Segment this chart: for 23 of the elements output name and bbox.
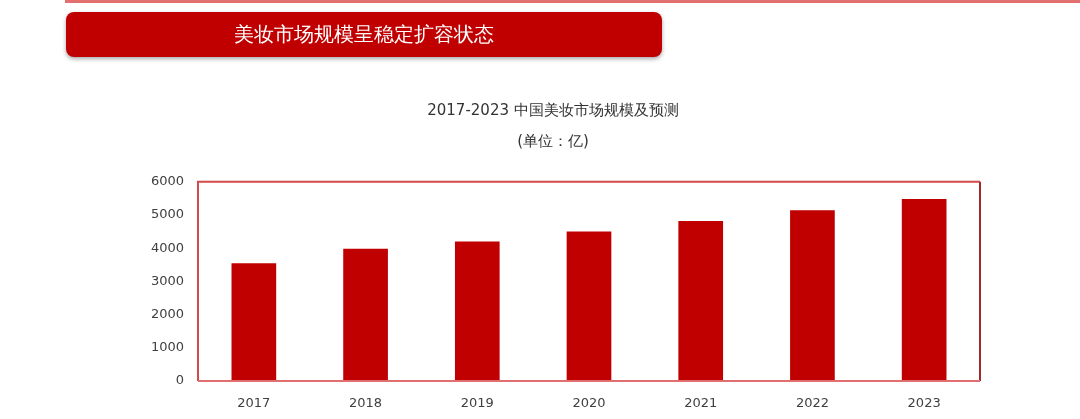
bar bbox=[678, 220, 724, 381]
bar bbox=[790, 210, 835, 381]
chart-title: 2017-2023 中国美妆市场规模及预测 bbox=[426, 100, 680, 120]
bar bbox=[231, 263, 277, 381]
bar bbox=[454, 241, 500, 381]
bar bbox=[343, 248, 388, 381]
bar bbox=[566, 231, 612, 381]
x-tick-label: 2022 bbox=[795, 395, 829, 411]
x-tick-label: 2019 bbox=[460, 395, 494, 411]
x-tick-label: 2017 bbox=[237, 395, 271, 411]
x-tick-label: 2023 bbox=[907, 395, 941, 411]
y-tick-label: 5000 bbox=[150, 206, 184, 222]
bar bbox=[901, 199, 947, 381]
x-tick-label: 2020 bbox=[572, 395, 606, 411]
chart-subtitle: (单位：亿) bbox=[516, 131, 590, 151]
y-tick-label: 1000 bbox=[150, 339, 184, 355]
y-tick-label: 6000 bbox=[150, 173, 184, 189]
y-tick-label: 0 bbox=[175, 372, 184, 388]
y-tick-label: 4000 bbox=[150, 239, 184, 255]
x-tick-label: 2021 bbox=[684, 395, 718, 411]
y-tick-label: 2000 bbox=[150, 305, 184, 321]
x-tick-label: 2018 bbox=[349, 395, 383, 411]
y-tick-label: 3000 bbox=[150, 272, 184, 288]
